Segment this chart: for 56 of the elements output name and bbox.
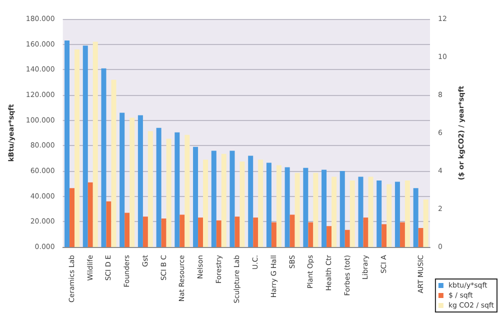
bar [394,182,400,247]
bar [64,40,70,247]
bar [240,162,245,247]
bar [70,188,75,247]
bar [358,176,364,247]
bar [138,115,143,247]
bar [253,218,258,247]
bar [276,165,282,247]
bar [386,184,392,247]
bar [326,226,332,247]
bar [308,222,314,247]
bar [74,49,80,247]
bar [423,200,428,247]
bar [92,42,98,247]
bar [284,167,290,247]
bar [124,212,130,247]
bar [221,154,226,247]
bar [230,150,235,247]
bar [234,216,240,247]
bar [106,201,112,247]
bar [266,162,272,247]
bar [82,46,88,247]
bar [142,216,148,247]
bar [184,134,190,247]
bar [418,228,424,247]
bar [161,218,166,247]
bar [332,176,337,247]
bar [368,176,374,247]
bar [101,68,106,247]
bar [294,172,300,247]
bar [322,170,327,247]
bar [156,128,162,247]
bar [248,156,254,247]
bar [174,132,180,247]
bar [340,171,345,247]
bar [193,146,198,247]
bar [350,180,355,247]
bar [413,188,418,247]
bar [166,138,172,247]
bar [303,168,308,247]
bar [258,160,264,247]
bar [88,182,93,247]
bar [130,118,135,247]
bar [211,150,216,247]
bar [111,80,116,247]
bar [376,180,382,247]
bar [216,220,222,247]
bar [198,218,204,247]
bar [271,222,276,247]
bar [148,131,153,247]
bar [313,172,318,247]
bar [404,180,410,247]
bar [344,230,350,247]
bar [203,160,208,247]
bar [180,214,185,247]
bar [120,112,125,247]
